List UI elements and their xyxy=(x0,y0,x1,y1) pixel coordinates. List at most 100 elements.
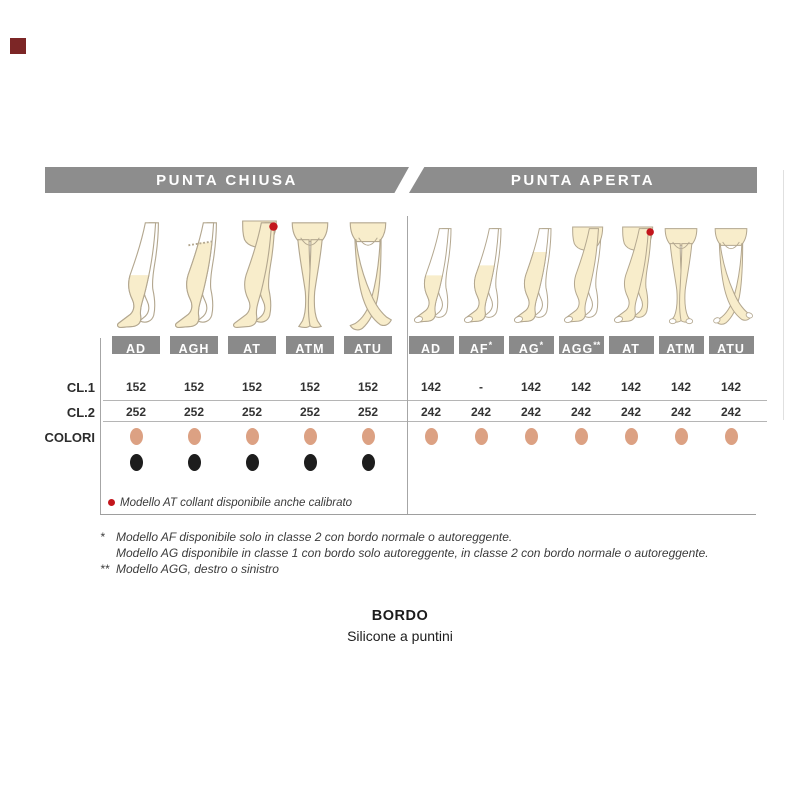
red-dot-legend: Modello AT collant disponibile anche cal… xyxy=(108,497,352,509)
skin-color-swatch xyxy=(245,428,259,445)
open-skin-swatches xyxy=(406,428,756,445)
closed-model-header-row: AD AGH AT ATM ATU xyxy=(107,336,397,356)
model-badge-af: AF* xyxy=(458,336,504,356)
leg-atu-closed-illustration xyxy=(349,222,392,331)
table-bottom-border xyxy=(100,514,756,515)
skin-color-swatch xyxy=(474,428,488,445)
corner-maroon-square xyxy=(10,38,26,54)
footnote-marker-2: ** xyxy=(100,562,110,576)
cl2-value: 252 xyxy=(125,405,147,419)
closed-skin-swatches xyxy=(107,428,397,445)
leg-atm-closed-illustration xyxy=(291,222,329,329)
bordo-caption: BORDO Silicone a puntini xyxy=(0,608,800,644)
cl1-value: 142 xyxy=(670,380,692,394)
cl1-value: 142 xyxy=(520,380,542,394)
cl1-value: 142 xyxy=(620,380,642,394)
cl1-value: 152 xyxy=(357,380,379,394)
skin-color-swatch xyxy=(424,428,438,445)
cl2-value: 242 xyxy=(520,405,542,419)
leg-af-open-illustration xyxy=(464,228,502,323)
cl1-value: 152 xyxy=(299,380,321,394)
row-label-cl1: CL.1 xyxy=(66,380,95,395)
black-color-swatch xyxy=(303,454,317,471)
black-color-swatch xyxy=(361,454,375,471)
skin-color-swatch xyxy=(524,428,538,445)
banner-punta-aperta: PUNTA APERTA xyxy=(409,167,757,193)
model-badge-atm: ATM xyxy=(286,336,334,356)
cl2-value: 252 xyxy=(299,405,321,419)
leg-at-open-illustration xyxy=(614,226,654,323)
banner-closed-label: PUNTA CHIUSA xyxy=(156,171,298,189)
open-cl2-values: 242 242 242 242 242 242 242 xyxy=(406,404,756,420)
model-badge-agg: AGG** xyxy=(558,336,604,356)
skin-color-swatch xyxy=(361,428,375,445)
leg-atu-open-illustration xyxy=(713,228,753,325)
footnote-line-2: Modello AG disponibile in classe 1 con b… xyxy=(100,545,709,561)
leg-ad-open-illustration xyxy=(414,228,452,323)
row-label-cl2: CL.2 xyxy=(66,405,95,420)
cl2-value: 242 xyxy=(720,405,742,419)
table-right-border xyxy=(783,170,784,420)
cl2-value: 242 xyxy=(470,405,492,419)
skin-color-swatch xyxy=(129,428,143,445)
cl2-value: 242 xyxy=(570,405,592,419)
footnote-text-2: Modello AG disponibile in classe 1 con b… xyxy=(116,546,709,560)
closed-cl2-values: 252 252 252 252 252 xyxy=(107,404,397,420)
model-badge-ad: AD xyxy=(112,336,160,356)
skin-color-swatch xyxy=(187,428,201,445)
black-color-swatch xyxy=(245,454,259,471)
model-badge-atu: ATU xyxy=(344,336,392,356)
banner-punta-chiusa: PUNTA CHIUSA xyxy=(45,167,409,193)
leg-agh-closed-illustration xyxy=(175,222,217,328)
bordo-subtitle: Silicone a puntini xyxy=(347,628,453,644)
cl1-value: - xyxy=(479,380,483,394)
red-bullet-icon xyxy=(108,499,115,507)
leg-atm-open-illustration xyxy=(664,228,698,325)
model-badge-ad: AD xyxy=(408,336,454,356)
model-badge-agh: AGH xyxy=(170,336,218,356)
skin-color-swatch xyxy=(574,428,588,445)
skin-color-swatch xyxy=(303,428,317,445)
cl2-value: 242 xyxy=(420,405,442,419)
cl1-value: 152 xyxy=(183,380,205,394)
leg-ad-closed-illustration xyxy=(117,222,159,328)
cl1-value: 142 xyxy=(720,380,742,394)
closed-cl1-values: 152 152 152 152 152 xyxy=(107,379,397,395)
banner-open-label: PUNTA APERTA xyxy=(510,171,656,189)
model-badge-ag: AG* xyxy=(508,336,554,356)
black-color-swatch xyxy=(129,454,143,471)
leg-agg-open-illustration xyxy=(564,226,604,323)
cl2-value: 252 xyxy=(241,405,263,419)
footnote-text-1: Modello AF disponibile solo in classe 2 … xyxy=(116,530,513,544)
cl2-value: 252 xyxy=(357,405,379,419)
footnote-line-3: ** Modello AGG, destro o sinistro xyxy=(100,561,709,577)
red-dot-marker xyxy=(646,228,654,236)
bordo-title: BORDO xyxy=(371,608,429,624)
open-cl1-values: 142 - 142 142 142 142 142 xyxy=(406,379,756,395)
leg-ag-open-illustration xyxy=(514,228,552,323)
cl2-value: 242 xyxy=(670,405,692,419)
open-toe-illustrations xyxy=(406,216,756,336)
table-left-border xyxy=(100,338,101,515)
closed-toe-illustrations xyxy=(107,216,397,336)
footnote-line-1: * Modello AF disponibile solo in classe 2… xyxy=(100,529,709,545)
model-badge-at: AT xyxy=(228,336,276,356)
footnote-marker-1: * xyxy=(100,530,105,544)
red-dot-legend-text: Modello AT collant disponibile anche cal… xyxy=(120,497,353,509)
cl1-value: 152 xyxy=(241,380,263,394)
row-label-colori: COLORI xyxy=(44,430,95,445)
skin-color-swatch xyxy=(674,428,688,445)
cl2-value: 252 xyxy=(183,405,205,419)
cl1-value: 142 xyxy=(420,380,442,394)
cl1-value: 152 xyxy=(125,380,147,394)
closed-black-swatches xyxy=(107,454,397,471)
divider-under-cl2 xyxy=(103,421,767,422)
table-center-divider xyxy=(407,216,408,515)
skin-color-swatch xyxy=(624,428,638,445)
divider-under-cl1 xyxy=(103,400,767,401)
model-badge-at: AT xyxy=(608,336,654,356)
cl2-value: 242 xyxy=(620,405,642,419)
open-model-header-row: AD AF* AG* AGG** AT ATM ATU xyxy=(406,336,756,356)
leg-at-closed-illustration xyxy=(233,220,278,328)
